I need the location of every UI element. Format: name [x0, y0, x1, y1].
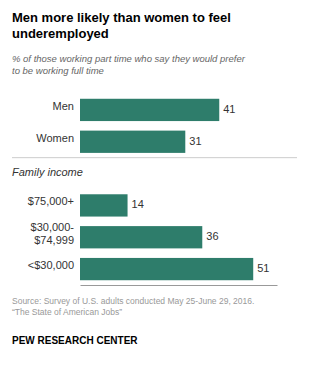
- x-axis: [81, 285, 278, 286]
- text-line: % of those working part time who say the…: [12, 53, 246, 64]
- y-tick-label: <$30,000: [28, 259, 74, 271]
- text-line: <$30,000: [28, 259, 74, 271]
- text-line: $75,000+: [28, 195, 74, 207]
- data-label: 51: [257, 262, 269, 274]
- bar: [80, 131, 185, 153]
- data-labels: 41 31 14 36 51: [132, 103, 270, 274]
- data-label: 14: [132, 198, 144, 210]
- subtitle: % of those working part time who say the…: [12, 53, 246, 76]
- y-tick-label: $75,000+: [28, 195, 74, 207]
- y-tick-label: $30,000-$74,999: [31, 221, 75, 246]
- text-line: Women: [36, 132, 74, 144]
- chart-svg: Men more likely than women to feelundere…: [0, 0, 309, 386]
- text-line: to be working full time: [12, 65, 104, 76]
- chart-container: Men more likely than women to feelundere…: [0, 0, 309, 386]
- y-axis: Men Women $75,000+ $30,000-$74,999 <$30,000: [28, 100, 80, 271]
- bar: [80, 258, 253, 280]
- text-line: “The State of American Jobs”: [12, 307, 122, 317]
- y-tick: $30,000-$74,999: [31, 221, 80, 246]
- y-tick: Men: [53, 100, 80, 112]
- text-line: Men: [53, 100, 74, 112]
- bars: [80, 99, 253, 280]
- x-axis-line: [81, 285, 278, 286]
- text-line: Men more likely than women to feel: [12, 10, 231, 25]
- y-tick-label: Women: [36, 132, 74, 144]
- bar: [80, 226, 202, 248]
- data-label: 41: [223, 103, 235, 115]
- source: Source: Survey of U.S. adults conducted …: [12, 296, 254, 317]
- text-line: $74,999: [34, 234, 74, 246]
- y-tick: <$30,000: [28, 259, 80, 271]
- title: Men more likely than women to feelundere…: [12, 10, 231, 41]
- bar: [80, 99, 219, 121]
- separator: [12, 157, 297, 158]
- footer: PEW RESEARCH CENTER: [12, 335, 138, 346]
- text-line: $30,000-: [31, 221, 75, 233]
- y-tick-label: Men: [53, 100, 74, 112]
- data-label: 31: [189, 135, 201, 147]
- bar: [80, 194, 128, 216]
- text-line: Source: Survey of U.S. adults conducted …: [12, 296, 254, 306]
- annotation: Family income: [12, 166, 83, 178]
- y-tick: Women: [36, 132, 80, 144]
- data-label: 36: [206, 230, 218, 242]
- y-tick: $75,000+: [28, 195, 80, 207]
- text-line: underemployed: [12, 26, 109, 41]
